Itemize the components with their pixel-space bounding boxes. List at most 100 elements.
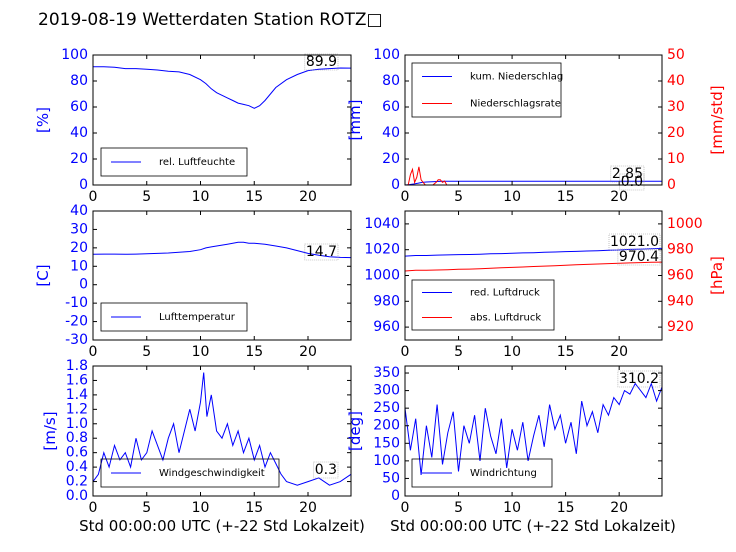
wind-speed-y-tick-label: 1.6 [66, 372, 88, 388]
wind-speed-x-tick-label: 15 [245, 500, 263, 516]
figure-title: 2019-08-19 Wetterdaten Station ROTZ□ [38, 10, 383, 30]
pressure-y-right-tick-label: 960 [667, 268, 694, 284]
temperature-y-tick-label: 40 [70, 203, 88, 219]
wind-speed-y-tick-label: 0.6 [66, 445, 88, 461]
pressure-y-right-tick-label: 940 [667, 293, 694, 309]
wind-direction-x-tick-label: 20 [610, 500, 628, 516]
wind-speed-y-tick-label: 0.4 [66, 459, 88, 475]
wind-speed-x-tick-label: 0 [89, 500, 98, 516]
pressure-x-tick-label: 15 [557, 344, 575, 360]
precipitation-x-tick-label: 15 [557, 189, 575, 205]
precipitation-legend-box [411, 62, 562, 118]
wind-direction-plot-frame [404, 365, 663, 497]
temperature-plot-frame [92, 210, 352, 341]
pressure-x-tick-label: 5 [454, 344, 463, 360]
temperature-legend-box [100, 302, 248, 332]
temperature-y-axis-label: [C] [34, 264, 52, 286]
humidity-value-annotation-box [304, 53, 339, 71]
wind-speed-x-tick-label: 20 [299, 500, 317, 516]
pressure-y-tick-label: 980 [373, 293, 400, 309]
pressure-y-right-tick-label: 920 [667, 319, 694, 335]
wind-speed-y-tick-label: 0.0 [66, 488, 88, 504]
humidity-y-axis-label: [%] [34, 107, 52, 133]
wind-direction-y-tick-label: 200 [373, 418, 400, 434]
pressure-x-tick-label: 20 [610, 344, 628, 360]
wind-direction-y-tick-label: 150 [373, 435, 400, 451]
wind-speed-y-tick-label: 1.0 [66, 416, 88, 432]
precipitation-y-tick-label: 60 [382, 99, 400, 115]
temperature-series-line-1 [92, 241, 352, 259]
precipitation-y-tick-label: 20 [382, 151, 400, 167]
wind-direction-y-tick-label: 300 [373, 383, 400, 399]
humidity-y-tick-label: 20 [70, 151, 88, 167]
wind-speed-y-tick-label: 0.8 [66, 430, 88, 446]
wind-direction-y-tick-label: 350 [373, 365, 400, 381]
temperature-x-tick-label: 5 [142, 344, 151, 360]
temperature-x-tick-label: 20 [299, 344, 317, 360]
pressure-series-line-1 [404, 247, 663, 257]
wind-speed-y-tick-label: 1.4 [66, 387, 88, 403]
wind-direction-x-tick-label: 10 [503, 500, 521, 516]
temperature-y-tick-label: 10 [70, 258, 88, 274]
pressure-legend-box [411, 279, 555, 331]
pressure-value-annotation-box [608, 233, 661, 251]
precipitation-value-annotation-box [610, 165, 645, 183]
pressure-x-tick-label: 10 [503, 344, 521, 360]
pressure-y-tick-label: 960 [373, 319, 400, 335]
temperature-y-tick-label: 0 [79, 277, 88, 293]
temperature-value-annotation: 14.7 [306, 244, 337, 260]
pressure-value-annotation-box [617, 248, 661, 266]
precipitation-value-annotation-box [619, 173, 645, 191]
wind-direction-y-axis-label: [deg] [346, 411, 364, 451]
wind-speed-x-tick-label: 5 [142, 500, 151, 516]
precipitation-y-tick-label: 100 [373, 47, 400, 63]
pressure-value-annotation: 970.4 [619, 249, 659, 265]
pressure-legend-label: abs. Luftdruck [470, 313, 541, 324]
pressure-y-tick-label: 1000 [364, 268, 400, 284]
wind-speed-legend-label: Windgeschwindigkeit [159, 468, 265, 479]
pressure-y-right-axis-label: [hPa] [708, 256, 726, 295]
precipitation-y-axis-label: [mm] [346, 100, 364, 141]
precipitation-x-tick-label: 20 [610, 189, 628, 205]
wind-direction-x-tick-label: 5 [454, 500, 463, 516]
wind-speed-series-line-1 [92, 372, 352, 486]
precipitation-x-tick-label: 10 [503, 189, 521, 205]
humidity-y-tick-label: 80 [70, 73, 88, 89]
precipitation-legend-label: Niederschlagsrate [470, 99, 561, 110]
wind-speed-y-tick-label: 1.2 [66, 401, 88, 417]
wind-speed-y-axis-label: [m/s] [41, 411, 59, 450]
humidity-plot-frame [92, 54, 352, 186]
temperature-y-tick-label: 20 [70, 240, 88, 256]
temperature-y-tick-label: -30 [65, 332, 88, 348]
humidity-series-line-1 [93, 66, 352, 109]
wind-direction-y-tick-label: 0 [391, 488, 400, 504]
wind-direction-x-tick-label: 15 [557, 500, 575, 516]
precipitation-y-tick-label: 40 [382, 125, 400, 141]
temperature-x-tick-label: 10 [192, 344, 210, 360]
precipitation-y-right-tick-label: 10 [667, 151, 685, 167]
precipitation-y-tick-label: 80 [382, 73, 400, 89]
pressure-series-line-2 [404, 261, 663, 272]
pressure-y-tick-label: 1020 [364, 242, 400, 258]
precipitation-y-right-tick-label: 40 [667, 73, 685, 89]
temperature-x-tick-label: 0 [89, 344, 98, 360]
pressure-x-tick-label: 0 [401, 344, 410, 360]
temperature-value-annotation-box [304, 243, 339, 261]
precipitation-y-tick-label: 0 [391, 177, 400, 193]
humidity-x-tick-label: 10 [192, 189, 210, 205]
humidity-value-annotation: 89.9 [306, 54, 337, 70]
wind-speed-y-tick-label: 0.2 [66, 474, 88, 490]
precipitation-legend-label: kum. Niederschlag [470, 72, 563, 83]
humidity-x-tick-label: 15 [245, 189, 263, 205]
precipitation-x-tick-label: 5 [454, 189, 463, 205]
pressure-legend-label: red. Luftdruck [470, 288, 540, 299]
humidity-x-tick-label: 5 [142, 189, 151, 205]
humidity-y-tick-label: 40 [70, 125, 88, 141]
pressure-value-annotation: 1021.0 [610, 234, 659, 250]
precipitation-y-right-axis-label: [mm/std] [708, 85, 726, 154]
wind-speed-value-annotation: 0.3 [315, 462, 337, 478]
wind-direction-value-annotation: 310.2 [619, 371, 659, 387]
temperature-y-tick-label: -20 [65, 314, 88, 330]
temperature-y-tick-label: -10 [65, 295, 88, 311]
